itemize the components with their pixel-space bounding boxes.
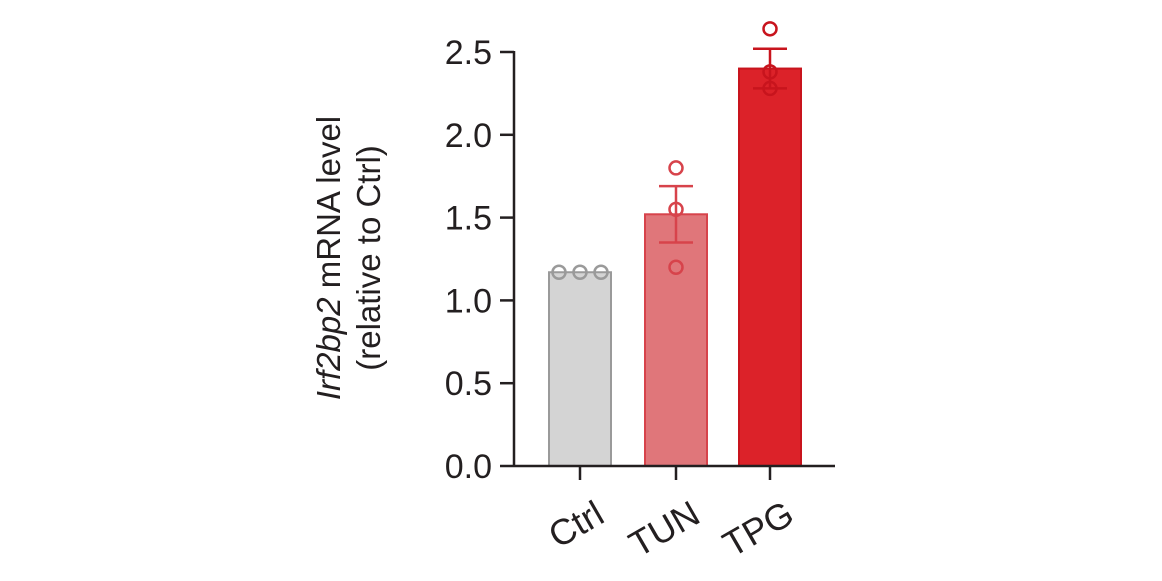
y-axis-label-line2: (relative to Ctrl): [350, 145, 387, 371]
x-tick-label-tun: TUN: [622, 492, 707, 565]
y-axis-label: Irf2bp2 mRNA level: [310, 116, 347, 400]
data-point: [668, 160, 684, 176]
bars: [548, 21, 802, 467]
data-point: [762, 64, 778, 80]
data-point: [668, 259, 684, 276]
bar-ctrl: [548, 271, 612, 467]
data-point: [572, 264, 588, 280]
y-axis-label-text: mRNA level: [310, 116, 347, 298]
x-tick-label-tpg: TPG: [716, 492, 801, 565]
y-tick-label: 2.0: [445, 117, 492, 155]
y-tick-label: 2.5: [445, 34, 492, 72]
data-point: [762, 21, 778, 37]
data-point: [551, 264, 567, 280]
x-tick-label-ctrl: Ctrl: [541, 492, 610, 556]
data-point: [668, 201, 684, 218]
x-axis: Ctrl TUN TPG: [514, 464, 835, 565]
y-axis-label-gene: Irf2bp2: [310, 297, 347, 400]
bar-tun: [644, 213, 708, 467]
data-point: [762, 80, 778, 97]
data-point: [593, 264, 609, 280]
y-tick-label: 1.0: [445, 282, 492, 320]
y-tick-label: 0.0: [445, 448, 492, 486]
y-tick-label: 0.5: [445, 365, 492, 403]
y-tick-label: 1.5: [445, 200, 492, 238]
bar-tpg: [738, 67, 802, 467]
y-axis: 0.0 0.5 1.0 1.5 2.0 2.5: [445, 34, 516, 486]
